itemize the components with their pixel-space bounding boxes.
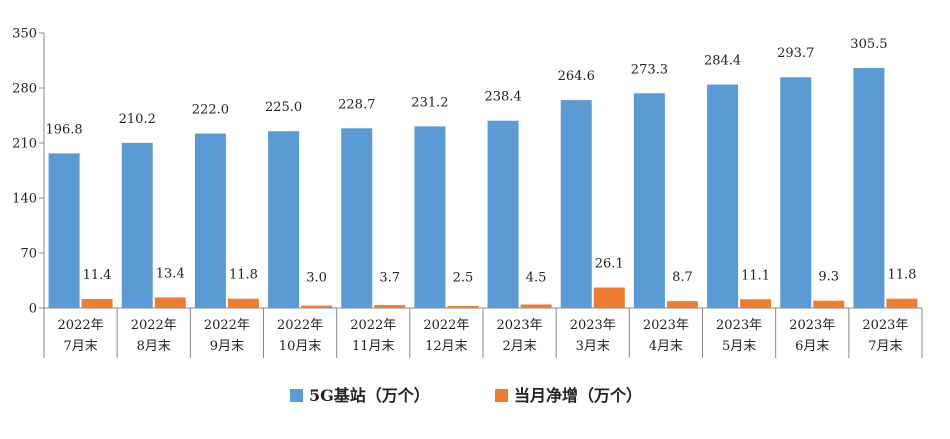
data-label-5g: 273.3 bbox=[631, 62, 668, 77]
x-tick-label-month: 7月末 bbox=[868, 339, 902, 354]
y-tick-label: 70 bbox=[20, 247, 37, 262]
x-tick-label-month: 10月末 bbox=[279, 339, 322, 354]
data-label-net-increase: 3.0 bbox=[306, 271, 327, 286]
data-label-5g: 210.2 bbox=[119, 112, 156, 127]
x-tick-label-month: 12月末 bbox=[425, 339, 468, 354]
bar-net-increase bbox=[301, 305, 333, 308]
data-label-5g: 238.4 bbox=[484, 90, 521, 105]
data-label-5g: 264.6 bbox=[558, 69, 595, 84]
bar-5g bbox=[414, 126, 446, 308]
data-label-net-increase: 4.5 bbox=[526, 271, 547, 286]
bar-5g bbox=[341, 128, 373, 308]
data-label-5g: 222.0 bbox=[192, 103, 229, 118]
legend: 5G基站（万个） 当月净增（万个） bbox=[290, 386, 642, 405]
bar-net-increase bbox=[447, 306, 479, 308]
data-label-net-increase: 11.1 bbox=[741, 268, 770, 283]
x-tick-label-year: 2023年 bbox=[789, 318, 835, 333]
x-tick-label-month: 2月末 bbox=[502, 339, 536, 354]
legend-label-net: 当月净增（万个） bbox=[514, 386, 642, 405]
y-tick-label: 140 bbox=[12, 192, 37, 207]
x-tick-label-year: 2022年 bbox=[58, 318, 104, 333]
data-label-5g: 196.8 bbox=[45, 122, 82, 137]
data-label-net-increase: 2.5 bbox=[453, 271, 474, 286]
x-tick-label-year: 2023年 bbox=[570, 318, 616, 333]
bar-5g bbox=[487, 120, 519, 308]
legend-swatch-net bbox=[495, 389, 508, 402]
bar-5g bbox=[560, 100, 592, 308]
x-tick-label-year: 2022年 bbox=[350, 318, 396, 333]
bar-net-increase bbox=[813, 300, 845, 308]
bar-5g bbox=[633, 93, 665, 308]
x-tick-label-year: 2023年 bbox=[497, 318, 543, 333]
data-label-5g: 284.4 bbox=[704, 54, 741, 69]
bar-net-increase bbox=[227, 298, 259, 308]
x-tick-label-year: 2022年 bbox=[277, 318, 323, 333]
bar-net-increase bbox=[520, 304, 552, 308]
data-label-5g: 228.7 bbox=[338, 97, 375, 112]
x-tick-label-year: 2022年 bbox=[131, 318, 177, 333]
data-label-net-increase: 13.4 bbox=[156, 266, 185, 281]
data-label-5g: 225.0 bbox=[265, 100, 302, 115]
data-label-5g: 293.7 bbox=[777, 46, 814, 61]
bar-5g bbox=[194, 133, 226, 308]
x-tick-label-month: 4月末 bbox=[649, 339, 683, 354]
data-label-net-increase: 11.8 bbox=[229, 268, 258, 283]
bar-5g bbox=[48, 153, 80, 308]
data-label-net-increase: 11.4 bbox=[83, 268, 112, 283]
x-tick-label-year: 2022年 bbox=[423, 318, 469, 333]
data-label-net-increase: 26.1 bbox=[595, 256, 624, 271]
x-tick-label-month: 7月末 bbox=[63, 339, 97, 354]
y-tick-label: 0 bbox=[29, 302, 37, 317]
bars bbox=[48, 67, 918, 309]
legend-swatch-5g bbox=[290, 389, 303, 402]
bar-net-increase bbox=[81, 299, 113, 308]
data-label-net-increase: 9.3 bbox=[818, 270, 839, 285]
axes: 0 70 140 210 280 350 bbox=[12, 27, 923, 358]
bar-5g bbox=[780, 77, 812, 308]
bar-net-increase bbox=[374, 305, 406, 308]
x-tick-label-month: 11月末 bbox=[352, 339, 395, 354]
bar-5g bbox=[853, 67, 885, 308]
x-tick-label-year: 2023年 bbox=[862, 318, 908, 333]
data-label-5g: 305.5 bbox=[850, 37, 887, 52]
bar-net-increase bbox=[593, 287, 625, 308]
bar-net-increase bbox=[886, 298, 918, 308]
labels: 196.8 11.4 2022年 7月末 210.2 13.4 2022年 8月末 222.0 1… bbox=[45, 37, 916, 354]
bar-net-increase bbox=[666, 301, 698, 308]
x-tick-label-month: 9月末 bbox=[210, 339, 244, 354]
legend-label-5g: 5G基站（万个） bbox=[309, 386, 430, 405]
x-tick-label-month: 6月末 bbox=[795, 339, 829, 354]
data-label-net-increase: 3.7 bbox=[379, 271, 400, 286]
bar-5g bbox=[268, 131, 300, 308]
bar-5g bbox=[121, 142, 153, 308]
data-label-net-increase: 8.7 bbox=[672, 270, 693, 285]
bar-net-increase bbox=[154, 297, 186, 308]
x-tick-label-year: 2023年 bbox=[716, 318, 762, 333]
bar-net-increase bbox=[740, 299, 772, 308]
y-tick-label: 280 bbox=[12, 82, 37, 97]
data-label-net-increase: 11.8 bbox=[887, 268, 916, 283]
x-tick-label-month: 3月末 bbox=[576, 339, 610, 354]
x-tick-label-month: 8月末 bbox=[137, 339, 171, 354]
x-tick-label-year: 2022年 bbox=[204, 318, 250, 333]
x-tick-label-year: 2023年 bbox=[643, 318, 689, 333]
x-tick-label-month: 5月末 bbox=[722, 339, 756, 354]
data-label-5g: 231.2 bbox=[411, 95, 448, 110]
y-tick-label: 210 bbox=[12, 137, 37, 152]
bar-5g bbox=[707, 84, 739, 309]
y-tick-label: 350 bbox=[12, 27, 37, 42]
